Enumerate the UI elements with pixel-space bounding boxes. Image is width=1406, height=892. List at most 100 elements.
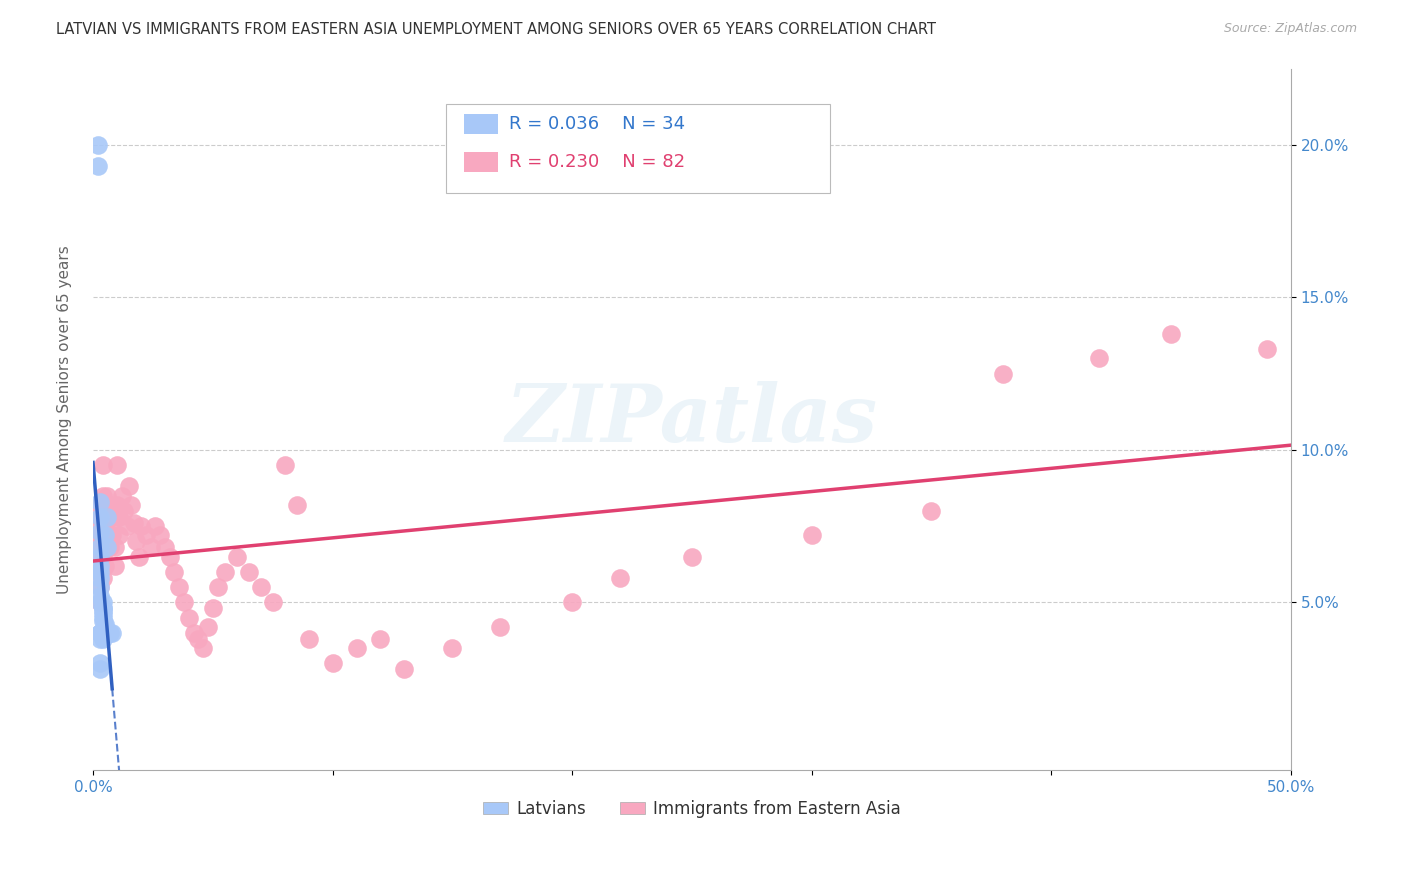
Point bbox=[94, 528, 117, 542]
Point bbox=[163, 565, 186, 579]
Point bbox=[139, 541, 162, 555]
Point bbox=[89, 498, 111, 512]
Text: R = 0.036    N = 34: R = 0.036 N = 34 bbox=[509, 115, 685, 133]
Point bbox=[153, 541, 176, 555]
Point bbox=[94, 620, 117, 634]
Point bbox=[112, 504, 135, 518]
Point bbox=[135, 528, 157, 542]
Point bbox=[89, 549, 111, 564]
Point bbox=[87, 565, 110, 579]
Point bbox=[89, 509, 111, 524]
Point bbox=[120, 498, 142, 512]
Point bbox=[89, 565, 111, 579]
Point bbox=[98, 541, 121, 555]
Point bbox=[207, 580, 229, 594]
Point bbox=[89, 571, 111, 585]
Point bbox=[201, 601, 224, 615]
Point bbox=[89, 549, 111, 564]
Point bbox=[197, 620, 219, 634]
Point bbox=[173, 595, 195, 609]
Text: R = 0.230    N = 82: R = 0.230 N = 82 bbox=[509, 153, 685, 170]
Text: LATVIAN VS IMMIGRANTS FROM EASTERN ASIA UNEMPLOYMENT AMONG SENIORS OVER 65 YEARS: LATVIAN VS IMMIGRANTS FROM EASTERN ASIA … bbox=[56, 22, 936, 37]
Point bbox=[89, 657, 111, 671]
Point bbox=[143, 519, 166, 533]
FancyBboxPatch shape bbox=[464, 152, 498, 171]
Point bbox=[89, 580, 111, 594]
Point bbox=[187, 632, 209, 646]
Point bbox=[920, 504, 942, 518]
Point bbox=[89, 541, 111, 555]
Point bbox=[89, 525, 111, 540]
Point bbox=[98, 519, 121, 533]
Point bbox=[96, 534, 118, 549]
Point bbox=[322, 657, 344, 671]
Point bbox=[89, 632, 111, 646]
Point bbox=[225, 549, 247, 564]
Point bbox=[183, 625, 205, 640]
Point bbox=[89, 625, 111, 640]
Point bbox=[214, 565, 236, 579]
Point bbox=[91, 614, 114, 628]
Point bbox=[89, 589, 111, 603]
Point bbox=[96, 489, 118, 503]
Point bbox=[89, 595, 111, 609]
Point bbox=[96, 541, 118, 555]
Point bbox=[125, 534, 148, 549]
Point bbox=[89, 625, 111, 640]
Point bbox=[993, 367, 1015, 381]
Text: ZIPatlas: ZIPatlas bbox=[506, 381, 877, 458]
FancyBboxPatch shape bbox=[464, 114, 498, 134]
Point bbox=[87, 159, 110, 173]
Point bbox=[681, 549, 703, 564]
Point bbox=[101, 509, 124, 524]
Point bbox=[91, 607, 114, 622]
Point bbox=[128, 549, 150, 564]
Point bbox=[91, 534, 114, 549]
Point bbox=[103, 558, 125, 573]
Point bbox=[89, 558, 111, 573]
Point bbox=[94, 541, 117, 555]
Point bbox=[91, 549, 114, 564]
Point bbox=[94, 558, 117, 573]
Point bbox=[89, 580, 111, 594]
Point bbox=[91, 632, 114, 646]
Point bbox=[98, 498, 121, 512]
Point bbox=[346, 640, 368, 655]
Point bbox=[249, 580, 271, 594]
Point bbox=[89, 595, 111, 609]
Point bbox=[89, 509, 111, 524]
Point bbox=[91, 601, 114, 615]
Point bbox=[91, 458, 114, 472]
Point bbox=[105, 498, 128, 512]
Point bbox=[89, 528, 111, 542]
Point bbox=[94, 519, 117, 533]
Point bbox=[103, 541, 125, 555]
Point bbox=[89, 662, 111, 676]
Point bbox=[91, 489, 114, 503]
Point bbox=[101, 528, 124, 542]
Legend: Latvians, Immigrants from Eastern Asia: Latvians, Immigrants from Eastern Asia bbox=[477, 794, 907, 825]
Point bbox=[238, 565, 260, 579]
Point bbox=[91, 509, 114, 524]
Point bbox=[273, 458, 295, 472]
Point bbox=[1088, 351, 1111, 366]
Point bbox=[149, 528, 172, 542]
Point bbox=[1256, 342, 1278, 356]
Point bbox=[91, 601, 114, 615]
Point bbox=[115, 519, 138, 533]
Point bbox=[91, 571, 114, 585]
Y-axis label: Unemployment Among Seniors over 65 years: Unemployment Among Seniors over 65 years bbox=[58, 245, 72, 594]
Point bbox=[87, 541, 110, 555]
Point bbox=[101, 625, 124, 640]
Point bbox=[167, 580, 190, 594]
Point bbox=[118, 479, 141, 493]
Point bbox=[111, 489, 134, 503]
Point bbox=[91, 604, 114, 618]
Point bbox=[285, 498, 308, 512]
Point bbox=[96, 509, 118, 524]
Point bbox=[98, 625, 121, 640]
Point bbox=[177, 610, 200, 624]
Text: Source: ZipAtlas.com: Source: ZipAtlas.com bbox=[1223, 22, 1357, 36]
Point bbox=[1160, 326, 1182, 341]
Point bbox=[89, 494, 111, 508]
